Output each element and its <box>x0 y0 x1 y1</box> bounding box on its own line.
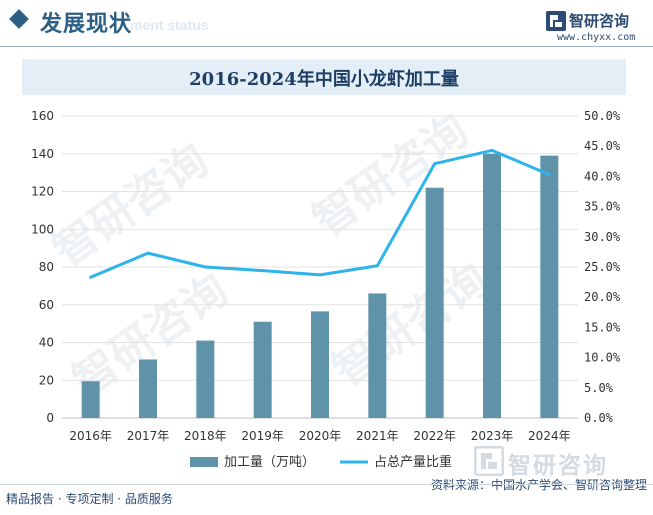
y-right-tick-label: 45.0% <box>584 139 621 153</box>
y-left-tick-label: 0 <box>46 411 54 425</box>
x-tick-label: 2019年 <box>241 429 284 443</box>
bottom-brand: 智研咨询 <box>508 453 608 479</box>
line-point <box>89 275 93 279</box>
bar <box>81 381 100 418</box>
brand: 智研咨询 www.chyxx.com <box>545 4 645 46</box>
x-tick-label: 2018年 <box>184 429 227 443</box>
line-point <box>490 148 494 152</box>
y-right-tick-label: 15.0% <box>584 320 621 334</box>
x-tick-label: 2024年 <box>528 429 571 443</box>
brand-name: 智研咨询 <box>569 12 630 30</box>
x-tick-label: 2022年 <box>413 429 456 443</box>
line-point <box>261 269 265 273</box>
line-point <box>547 173 551 177</box>
chart-title: 2016-2024年中国小龙虾加工量 <box>189 69 459 90</box>
line-point <box>375 264 379 268</box>
section-title-en: ment status <box>130 17 209 33</box>
brand-logo-icon <box>546 11 566 31</box>
y-right-tick-label: 5.0% <box>584 381 614 395</box>
x-tick-label: 2017年 <box>127 429 170 443</box>
header-divider <box>0 46 653 47</box>
bar <box>483 153 501 418</box>
x-tick-label: 2023年 <box>471 429 514 443</box>
bar <box>253 321 272 418</box>
chart-title-band: 2016-2024年中国小龙虾加工量 <box>22 59 626 95</box>
y-right-tick-label: 50.0% <box>584 109 621 123</box>
footer-slogan: 精品报告 · 专项定制 · 品质服务 <box>6 492 173 506</box>
y-left-tick-label: 20 <box>39 373 54 387</box>
y-left-tick-label: 160 <box>31 109 54 123</box>
header: ment status 发展现状 智研咨询 www.chyxx.com <box>0 0 653 50</box>
bar <box>196 340 215 418</box>
brand-url: www.chyxx.com <box>557 32 636 43</box>
y-left-tick-label: 60 <box>39 298 54 312</box>
series-line <box>90 148 550 279</box>
x-tick-label: 2016年 <box>69 429 112 443</box>
y-left-tick-label: 100 <box>31 222 54 236</box>
line-point <box>318 273 322 277</box>
y-right-tick-label: 0.0% <box>584 411 614 425</box>
legend-bar-label: 加工量（万吨） <box>224 455 315 470</box>
bottom-logo-icon <box>474 446 504 476</box>
y-left-tick-label: 120 <box>31 185 54 199</box>
legend-bar-swatch <box>190 457 218 467</box>
data-source: 资料来源：中国水产学会、智研咨询整理 <box>430 478 647 492</box>
y-right-tick-label: 10.0% <box>584 351 621 365</box>
y-left-tick-label: 80 <box>39 260 54 274</box>
bar <box>368 293 387 418</box>
y-left-tick-label: 40 <box>39 336 54 350</box>
bar <box>139 359 157 418</box>
line-point <box>146 251 150 255</box>
x-tick-label: 2021年 <box>356 429 399 443</box>
footer-divider <box>0 484 653 485</box>
line-point <box>433 162 437 166</box>
bar <box>425 187 444 418</box>
y-right-tick-label: 20.0% <box>584 290 621 304</box>
y-right-tick-label: 30.0% <box>584 230 621 244</box>
y-right-tick-label: 35.0% <box>584 200 621 214</box>
x-tick-label: 2020年 <box>299 429 342 443</box>
y-right-tick-label: 40.0% <box>584 169 621 183</box>
line-point <box>203 265 207 269</box>
section-title: 发展现状 <box>40 11 133 37</box>
legend-line-label: 占总产量比重 <box>374 454 452 470</box>
y-left-tick-label: 140 <box>31 147 54 161</box>
bar <box>311 311 329 418</box>
y-right-tick-label: 25.0% <box>584 260 621 274</box>
footer: 精品报告 · 专项定制 · 品质服务 <box>0 482 653 515</box>
bar <box>540 155 559 418</box>
